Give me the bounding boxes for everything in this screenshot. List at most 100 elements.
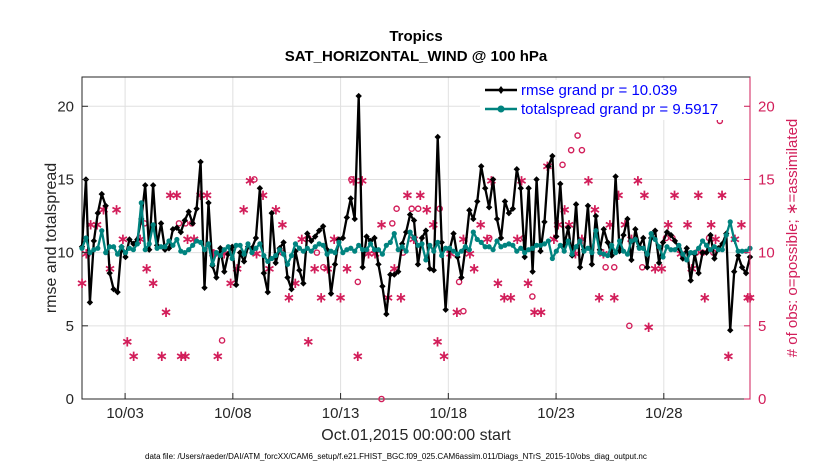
rmse-point [343,214,351,221]
obs-assimilated-marker: ∗ [201,186,214,204]
spread-point [383,242,389,248]
obs-possible-marker [485,234,493,242]
spread-point [363,247,370,253]
rmse-point [738,264,746,271]
rmse-point [383,310,390,318]
spread-point [541,241,548,247]
spread-point [130,247,136,253]
spread-point [423,257,429,263]
obs-assimilated-marker: ∗ [334,289,347,307]
spread-point [304,245,310,251]
spread-point [194,238,200,244]
spread-point [118,244,125,250]
rmse-point [406,211,414,218]
obs-assimilated-marker: ∗ [211,347,224,365]
rmse-point [189,220,196,227]
spread-point [656,244,662,250]
rmse-point [86,299,94,306]
obs-possible-marker [378,395,385,403]
obs-possible-marker [393,205,400,213]
spread-point [300,248,306,254]
obs-assimilated-marker: ∗ [181,230,194,248]
obs-possible-marker [313,249,321,256]
spread-point [462,244,469,250]
rmse-point [300,280,307,287]
spread-point [443,245,449,251]
rmse-point [197,158,204,166]
spread-point [478,239,484,245]
rmse-point [232,281,240,289]
obs-assimilated-marker: ∗ [662,215,675,233]
spread-point [707,247,714,253]
rmse-point [418,234,426,242]
spread-point [613,250,619,256]
spread-point [178,248,184,254]
spread-point [237,242,243,248]
spread-point [356,242,362,248]
spread-point [601,251,607,257]
obs-possible-marker [574,132,581,139]
spread-point [632,236,638,243]
rmse-point [181,217,188,224]
spread-point [439,252,445,259]
rmse-point [521,253,528,261]
spread-point [103,250,109,256]
spread-point [597,250,603,256]
obs-assimilated-marker: ∗ [414,186,427,204]
obs-assimilated-marker: ∗ [742,289,755,307]
rmse-point [402,228,410,236]
spread-point [99,228,105,234]
rmse-point [513,166,520,173]
spread-point [640,245,646,251]
rmse-point [193,205,200,212]
spread-point [684,257,690,263]
obs-possible-marker [218,337,226,344]
spread-point [186,247,192,253]
obs-possible-marker [529,293,536,300]
obs-possible-marker [559,161,566,169]
obs-assimilated-marker: ∗ [352,347,365,365]
rmse-point [545,163,552,170]
spread-point [162,244,168,250]
obs-possible-marker [567,146,575,154]
spread-point [419,241,425,247]
spread-point [273,252,279,259]
obs-assimilated-marker: ∗ [722,347,735,365]
spread-point [482,244,488,250]
spread-point [490,247,496,253]
spread-point [344,247,350,253]
obs-assimilated-marker: ∗ [237,201,250,219]
spread-point [225,244,231,250]
rmse-point [272,259,279,267]
rmse-point [711,255,718,262]
rmse-point [632,226,639,233]
obs-assimilated-marker: ∗ [481,230,494,248]
obs-possible-marker [251,176,258,183]
spread-point [403,248,409,254]
obs-assimilated-marker: ∗ [528,303,541,321]
spread-point [217,252,223,259]
spread-point [644,251,650,257]
rmse-point [422,227,430,234]
y-right-tick-label: 10 [758,245,775,262]
spread-point [371,247,378,253]
y-right-tick-label: 0 [758,391,766,408]
spread-point [411,235,417,241]
obs-assimilated-marker: ∗ [155,347,168,365]
spread-point [166,238,172,244]
obs-assimilated-marker: ∗ [582,171,595,189]
spread-point [122,250,129,256]
spread-point [190,242,196,248]
spread-point [320,242,326,248]
obs-possible-marker [610,263,618,271]
y-tick-label: 20 [57,98,74,115]
rmse-point [466,206,473,214]
obs-assimilated-marker: ∗ [668,186,681,204]
obs-possible-marker [414,205,422,213]
spread-point [727,219,733,225]
rmse-point [719,240,726,248]
rmse-point [679,255,687,262]
rmse-point [363,233,370,240]
rmse-point [564,224,572,231]
rmse-point [414,261,422,268]
